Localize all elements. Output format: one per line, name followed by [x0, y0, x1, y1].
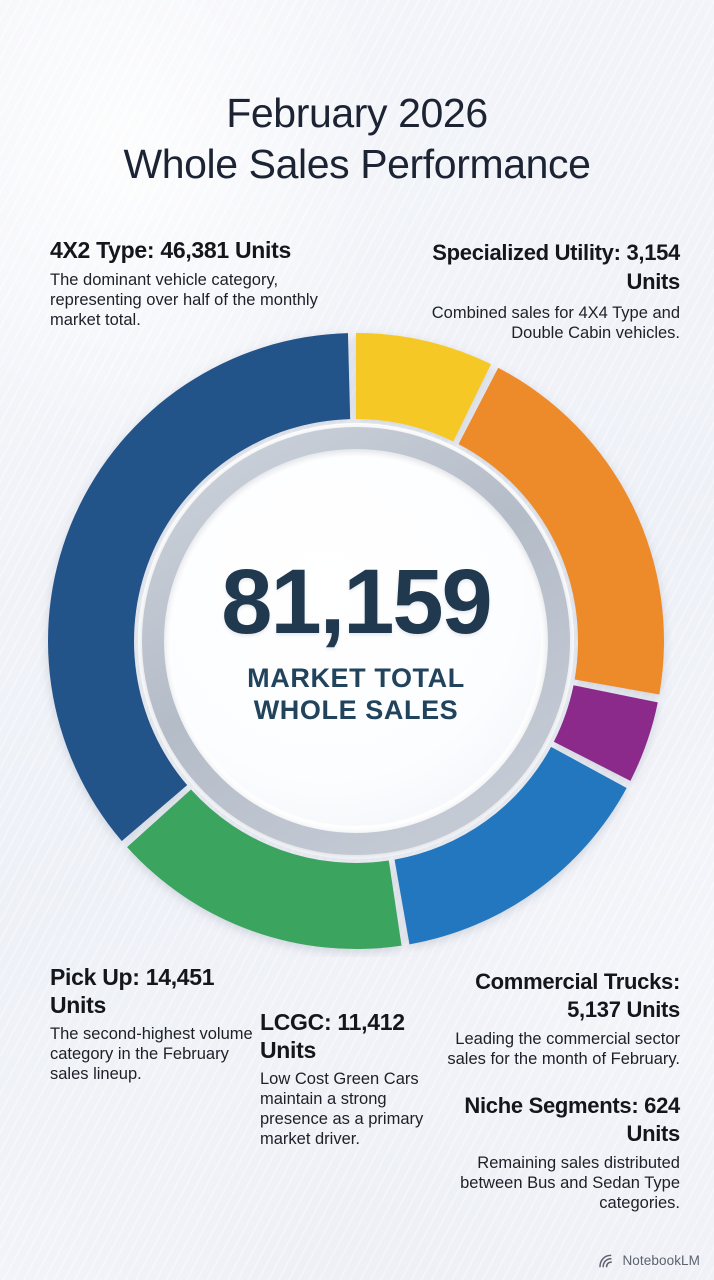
donut-slice-4x2-type	[47, 333, 351, 842]
title-line-1: February 2026	[226, 90, 488, 136]
notebooklm-watermark: NotebookLM	[599, 1253, 700, 1268]
annotation-commercial-trucks-body: Leading the commercial sector sales for …	[447, 1030, 680, 1068]
annotation-pick-up: Pick Up: 14,451 Units The second-highest…	[50, 963, 255, 1084]
annotation-commercial-trucks-heading: Commercial Trucks: 5,137 Units	[475, 969, 680, 1022]
annotation-lcgc-heading: LCGC: 11,412 Units	[260, 1009, 405, 1063]
donut-inner-gray-ring	[142, 427, 570, 855]
watermark-label: NotebookLM	[622, 1253, 700, 1268]
donut-chart-svg	[47, 333, 665, 949]
annotation-specialized-utility-body: Combined sales for 4X4 Type and Double C…	[431, 304, 680, 342]
annotation-niche-segments-body: Remaining sales distributed between Bus …	[460, 1154, 680, 1212]
annotation-pick-up-heading: Pick Up: 14,451 Units	[50, 964, 215, 1018]
annotation-4x2-body: The dominant vehicle category, represent…	[50, 271, 318, 329]
title-line-2: Whole Sales Performance	[123, 141, 591, 187]
donut-chart: 81,159 MARKET TOTAL WHOLE SALES	[40, 325, 672, 957]
donut-center-disc	[171, 456, 541, 826]
annotation-commercial-trucks: Commercial Trucks: 5,137 Units Leading t…	[434, 968, 680, 1069]
annotation-niche-segments-heading: Niche Segments: 624 Units	[464, 1093, 680, 1146]
donut-slice-niche-segments	[553, 685, 658, 781]
annotation-pick-up-body: The second-highest volume category in th…	[50, 1025, 253, 1083]
donut-slice-specialized-utility	[458, 367, 665, 695]
annotation-specialized-utility-heading: Specialized Utility: 3,154 Units	[432, 240, 680, 294]
donut-slice-lcgc	[356, 333, 492, 442]
annotation-niche-segments: Niche Segments: 624 Units Remaining sale…	[434, 1092, 680, 1213]
annotation-4x2-heading: 4X2 Type: 46,381 Units	[50, 237, 291, 263]
donut-slice-group	[47, 333, 665, 949]
annotation-4x2-type: 4X2 Type: 46,381 Units The dominant vehi…	[50, 236, 350, 330]
annotation-lcgc-body: Low Cost Green Cars maintain a strong pr…	[260, 1070, 424, 1148]
notebooklm-logo-icon	[599, 1254, 613, 1267]
donut-slice-pick-up	[127, 789, 402, 949]
donut-slice-commercial-trucks	[394, 746, 627, 945]
poster-title: February 2026 Whole Sales Performance	[0, 88, 714, 190]
annotation-lcgc: LCGC: 11,412 Units Low Cost Green Cars m…	[260, 1008, 425, 1149]
annotation-specialized-utility: Specialized Utility: 3,154 Units Combine…	[430, 238, 681, 343]
